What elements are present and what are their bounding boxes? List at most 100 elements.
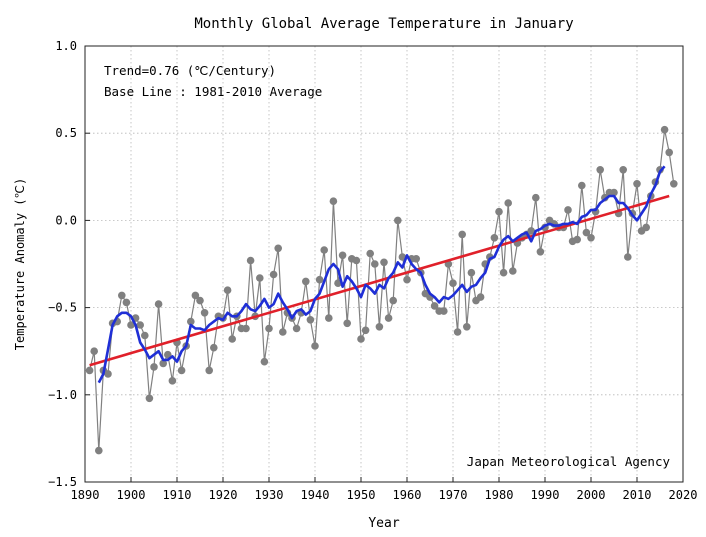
x-tick-label: 2020 (669, 488, 698, 502)
annual-anomaly-point (375, 323, 384, 331)
annual-anomaly-point (136, 321, 144, 329)
x-tick-label: 1940 (301, 488, 330, 502)
annual-anomaly-point (504, 199, 512, 207)
y-tick-label: 0.5 (55, 126, 77, 140)
annual-anomaly-point (210, 343, 218, 352)
x-tick-label: 2010 (623, 488, 652, 502)
annual-anomaly-point (311, 342, 319, 350)
annual-anomaly-point (352, 256, 361, 265)
annual-anomaly-point (532, 193, 540, 202)
annual-anomaly-point (453, 328, 462, 336)
annual-anomaly-point (527, 227, 535, 235)
annual-anomaly-point (274, 244, 283, 253)
annual-anomaly-point (159, 359, 167, 368)
annual-anomaly-point (619, 166, 627, 174)
annual-anomaly-point (292, 324, 301, 333)
annual-anomaly-point (269, 270, 278, 279)
annual-anomaly-point (265, 324, 273, 333)
source-annotation: Japan Meteorological Agency (467, 454, 671, 469)
annual-anomaly-point (302, 277, 310, 286)
y-tick-label: −0.5 (48, 301, 77, 315)
x-tick-label: 1950 (347, 488, 376, 502)
annual-anomaly-point (150, 363, 158, 371)
annual-anomaly-point (329, 197, 338, 205)
annual-anomaly-point (154, 300, 163, 308)
annual-anomaly-point (200, 309, 209, 317)
annual-anomaly-point (104, 370, 112, 378)
y-axis-label: Temperature Anomaly (℃) (13, 178, 27, 350)
annual-anomaly-point (338, 251, 347, 260)
axis-ticks: 1890 1900 1910 1920 1930 1940 1950 1960 1970 1980… (48, 39, 697, 502)
annual-anomaly-point (440, 307, 448, 315)
annual-anomaly-point (596, 166, 604, 174)
annual-anomaly-point (394, 216, 402, 225)
plot-frame (84, 45, 684, 483)
x-tick-label: 1930 (255, 488, 284, 502)
annual-anomaly-point (403, 275, 411, 284)
y-tick-label: −1.5 (48, 475, 77, 489)
annual-anomaly-point (320, 246, 329, 254)
annual-anomaly-point (490, 234, 499, 242)
annual-anomaly-point (499, 268, 508, 277)
annual-anomaly-point (228, 335, 236, 343)
annual-anomaly-point (536, 248, 545, 256)
trend-line (89, 194, 670, 367)
annual-anomaly-point (587, 234, 595, 242)
annual-anomaly-point (642, 223, 650, 232)
x-tick-label: 1990 (531, 488, 560, 502)
x-tick-label: 1900 (117, 488, 146, 502)
x-tick-label: 1890 (71, 488, 100, 502)
annual-anomaly-point (145, 394, 154, 403)
series-layer (85, 125, 678, 455)
annual-anomaly-point (90, 347, 98, 356)
annual-anomaly-point (380, 258, 388, 267)
chart-title: Monthly Global Average Temperature in Ja… (194, 16, 573, 32)
annual-anomaly-point (578, 181, 586, 190)
x-tick-label: 1920 (209, 488, 238, 502)
x-tick-label: 1980 (485, 488, 514, 502)
annual-anomaly-point (389, 296, 398, 305)
trend-annotation: Trend=0.76 (℃/Century) (104, 63, 276, 78)
annual-anomaly-point (564, 206, 572, 214)
y-tick-label: 0.0 (55, 213, 77, 227)
x-tick-label: 1970 (439, 488, 468, 502)
annual-anomaly-point (624, 253, 632, 261)
annual-anomaly-point (665, 148, 673, 157)
annual-anomaly-point (343, 319, 352, 328)
running-mean-line (97, 165, 666, 384)
annual-anomaly-point (191, 291, 200, 300)
annual-anomaly-point (371, 260, 379, 268)
annual-anomaly-point (223, 286, 232, 295)
annual-anomaly-point (449, 279, 457, 288)
annual-anomaly-point (177, 366, 186, 375)
baseline-annotation: Base Line : 1981-2010 Average (104, 84, 322, 99)
x-tick-label: 1910 (163, 488, 192, 502)
annual-anomaly-point (246, 256, 255, 265)
x-tick-label: 1960 (393, 488, 422, 502)
annual-anomaly-point (187, 317, 195, 326)
annual-anomaly-point (573, 235, 581, 244)
annual-anomaly-point (315, 275, 324, 284)
annual-anomaly-point (509, 267, 517, 275)
annual-anomaly-point (582, 228, 591, 237)
annual-anomaly-point (85, 366, 94, 375)
annual-anomaly-point (118, 291, 126, 300)
annual-anomaly-point (361, 326, 370, 335)
annual-anomaly-point (95, 446, 103, 455)
annual-anomaly-point (255, 274, 264, 282)
x-axis-label: Year (368, 516, 399, 531)
annual-anomaly-point (127, 321, 135, 329)
y-tick-label: 1.0 (55, 39, 77, 53)
annual-anomaly-point (463, 323, 471, 331)
annual-anomaly-point (670, 180, 678, 188)
annual-anomaly-point (467, 268, 476, 277)
annual-anomaly-point (168, 377, 177, 385)
grid-lines (85, 46, 683, 482)
annual-anomaly-point (476, 293, 485, 301)
annual-anomaly-point (495, 207, 503, 216)
annual-anomaly-point (366, 249, 375, 258)
annual-anomaly-point (412, 254, 421, 263)
x-tick-label: 2000 (577, 488, 606, 502)
y-tick-label: −1.0 (48, 388, 77, 402)
